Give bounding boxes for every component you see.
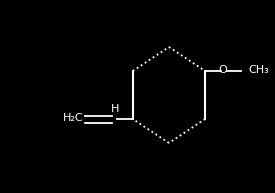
Text: O: O — [219, 65, 227, 75]
Text: H: H — [111, 104, 119, 114]
Text: H₂C: H₂C — [62, 113, 83, 123]
Text: CH₃: CH₃ — [249, 65, 270, 75]
